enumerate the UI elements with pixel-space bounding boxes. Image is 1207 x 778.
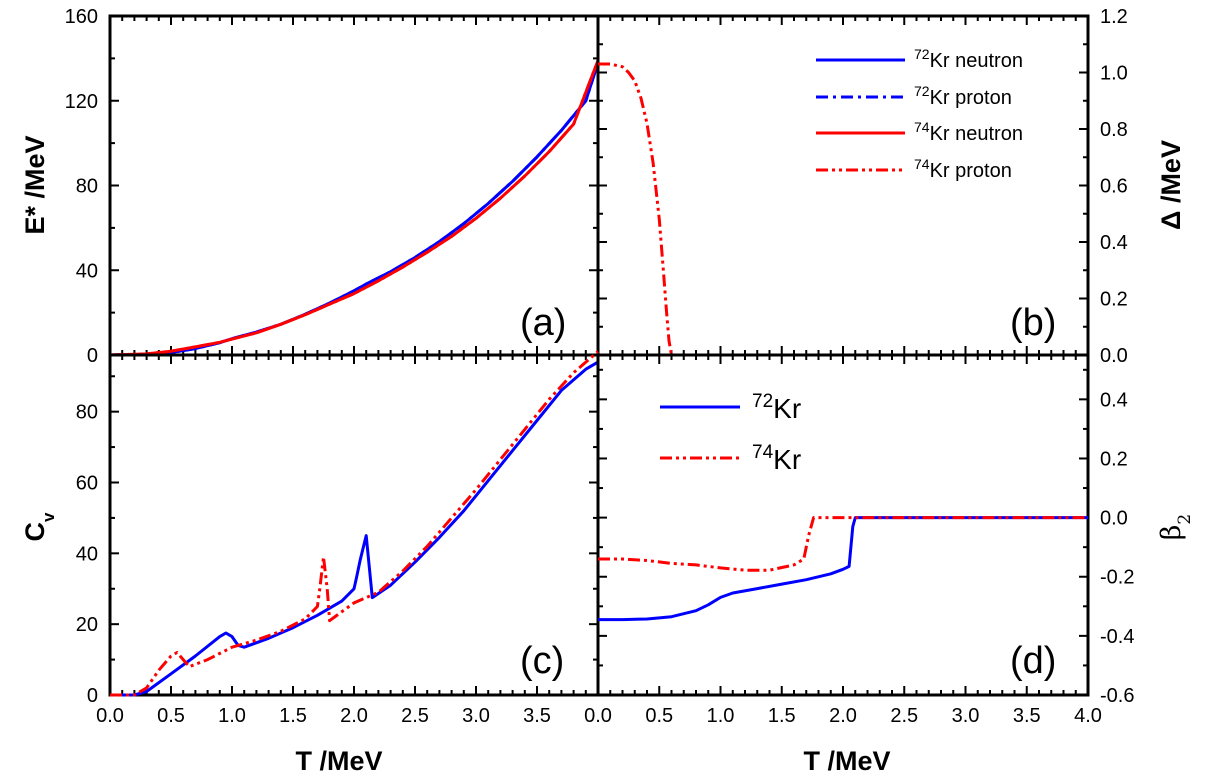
legend-d: 72Kr 74Kr xyxy=(660,391,801,475)
x-tick-label-d-7: 3.5 xyxy=(1013,705,1041,727)
legend-b-entry-3: 74Kr neutron xyxy=(914,119,1023,145)
y-tick-label-b-3: 0.6 xyxy=(1100,176,1128,198)
legend-b-entry-4: 74Kr proton xyxy=(914,156,1012,182)
y-tick-label-c-1: 20 xyxy=(76,614,98,636)
plot-layer: 0 40 80 120 160 0.0 0.2 0.4 0.6 0.8 1.0 1.2 0.0 0.5 1.… xyxy=(65,6,1135,727)
y-axis-label-c-sub: v xyxy=(39,512,58,522)
x-tick-label-d-5: 2.5 xyxy=(890,705,918,727)
y-tick-label-b-2: 0.4 xyxy=(1100,232,1128,254)
y-tick-label-d-4: 0.2 xyxy=(1100,448,1128,470)
legend-b-entry-3-sup: 74 xyxy=(914,119,930,135)
legend-b-entry-2: 72Kr proton xyxy=(914,83,1012,109)
x-tick-label-d-1: 0.5 xyxy=(645,705,673,727)
x-tick-label-c-5: 2.5 xyxy=(401,705,429,727)
y-tick-label-d-1: -0.4 xyxy=(1100,626,1134,648)
x-tick-label-c-4: 2.0 xyxy=(340,705,368,727)
y-tick-label-d-2: -0.2 xyxy=(1100,567,1134,589)
y-tick-label-a-3: 120 xyxy=(65,91,98,113)
y-axis-label-c-main: C xyxy=(20,522,50,542)
series-line-c-74-1 xyxy=(110,350,599,697)
panel-label-b: (b) xyxy=(1010,302,1056,344)
y-axis-label-c: Cv xyxy=(20,512,58,542)
legend-d-entry-2-text: Kr xyxy=(773,444,801,475)
x-tick-label-d-3: 1.5 xyxy=(768,705,796,727)
legend-b: 72Kr neutron 72Kr proton 74Kr neutron 74… xyxy=(816,46,1023,182)
x-tick-label-d-2: 1.0 xyxy=(707,705,735,727)
x-tick-label-c-7: 3.5 xyxy=(523,705,551,727)
x-tick-label-c-2: 1.0 xyxy=(218,705,246,727)
y-tick-label-a-0: 0 xyxy=(87,345,98,367)
y-tick-label-a-2: 80 xyxy=(76,176,98,198)
x-tick-label-d-6: 3.0 xyxy=(952,705,980,727)
legend-d-entry-1: 72Kr xyxy=(752,391,801,424)
panel-label-a: (a) xyxy=(520,302,566,344)
legend-b-entry-2-sup: 72 xyxy=(914,83,930,99)
x-tick-label-c-0: 0.0 xyxy=(96,705,124,727)
y-tick-label-d-3: 0.0 xyxy=(1100,508,1128,530)
legend-d-entry-1-text: Kr xyxy=(773,393,801,424)
y-tick-label-d-5: 0.4 xyxy=(1100,389,1128,411)
x-tick-label-d-8: 4.0 xyxy=(1074,705,1102,727)
legend-b-entry-2-text: Kr proton xyxy=(930,87,1012,109)
panel-label-d: (d) xyxy=(1010,640,1056,682)
y-axis-label-d-main: β xyxy=(1156,525,1187,541)
y-tick-label-c-3: 60 xyxy=(76,473,98,495)
y-tick-label-c-4: 80 xyxy=(76,402,98,424)
y-tick-label-b-6: 1.2 xyxy=(1100,6,1128,28)
legend-b-entry-3-text: Kr neutron xyxy=(930,123,1023,145)
y-tick-label-b-1: 0.2 xyxy=(1100,289,1128,311)
y-axis-label-d: β2 xyxy=(1156,514,1195,540)
legend-b-entry-1-text: Kr neutron xyxy=(930,50,1023,72)
y-tick-label-c-0: 0 xyxy=(87,685,98,707)
y-axis-label-a: E* /MeV xyxy=(20,135,50,234)
legend-d-entry-1-sup: 72 xyxy=(752,391,773,412)
series-line-a-74-3 xyxy=(109,59,600,357)
series-line-c-72-0 xyxy=(110,360,599,697)
series-line-d-74-1 xyxy=(598,516,1088,572)
legend-d-entry-2: 74Kr xyxy=(752,442,801,475)
y-axis-label-d-sub: 2 xyxy=(1175,514,1195,525)
x-axis-label-d: T /MeV xyxy=(803,746,890,776)
y-tick-label-c-2: 40 xyxy=(76,543,98,565)
legend-d-entry-2-sup: 74 xyxy=(752,442,774,463)
series-line-d-72-0 xyxy=(598,516,1088,622)
legend-b-entry-1: 72Kr neutron xyxy=(914,46,1023,72)
y-tick-label-b-5: 1.0 xyxy=(1100,63,1128,85)
x-tick-label-c-6: 3.0 xyxy=(462,705,490,727)
y-tick-label-a-4: 160 xyxy=(65,6,98,28)
panel-label-c: (c) xyxy=(520,640,564,682)
legend-b-entry-4-text: Kr proton xyxy=(930,160,1012,182)
legend-b-entry-1-sup: 72 xyxy=(914,46,930,62)
y-axis-label-b: Δ /MeV xyxy=(1156,140,1186,230)
y-tick-label-b-0: 0.0 xyxy=(1100,345,1128,367)
x-tick-label-c-1: 0.5 xyxy=(157,705,185,727)
y-tick-label-b-4: 0.8 xyxy=(1100,119,1128,141)
legend-b-entry-4-sup: 74 xyxy=(914,156,930,172)
x-axis-label-c: T /MeV xyxy=(295,746,382,776)
x-tick-label-d-0: 0.0 xyxy=(584,705,612,727)
series-line-b-74-0 xyxy=(598,62,673,356)
x-tick-label-c-3: 1.5 xyxy=(279,705,307,727)
y-tick-label-d-0: -0.6 xyxy=(1100,685,1134,707)
x-tick-label-d-4: 2.0 xyxy=(829,705,857,727)
y-tick-label-a-1: 40 xyxy=(76,260,98,282)
